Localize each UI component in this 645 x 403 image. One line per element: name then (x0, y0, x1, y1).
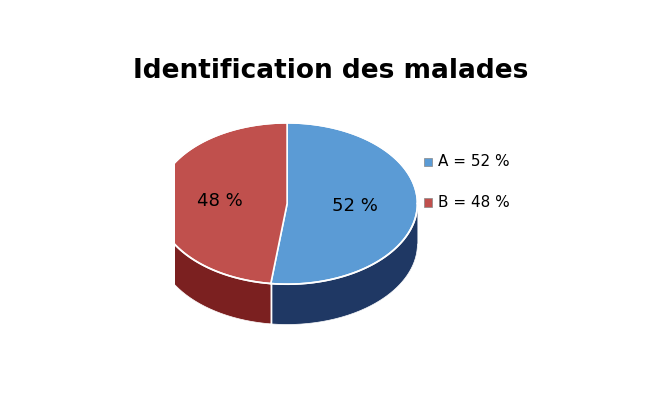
Bar (424, 198, 432, 207)
Text: Identification des malades: Identification des malades (133, 58, 528, 84)
Polygon shape (157, 123, 287, 284)
Text: 52 %: 52 % (332, 197, 378, 215)
Polygon shape (157, 204, 271, 324)
Text: A = 52 %: A = 52 % (438, 154, 510, 169)
Polygon shape (271, 204, 417, 324)
Polygon shape (271, 123, 417, 284)
Text: 48 %: 48 % (197, 192, 243, 210)
Text: B = 48 %: B = 48 % (438, 195, 510, 210)
Bar (424, 158, 432, 166)
